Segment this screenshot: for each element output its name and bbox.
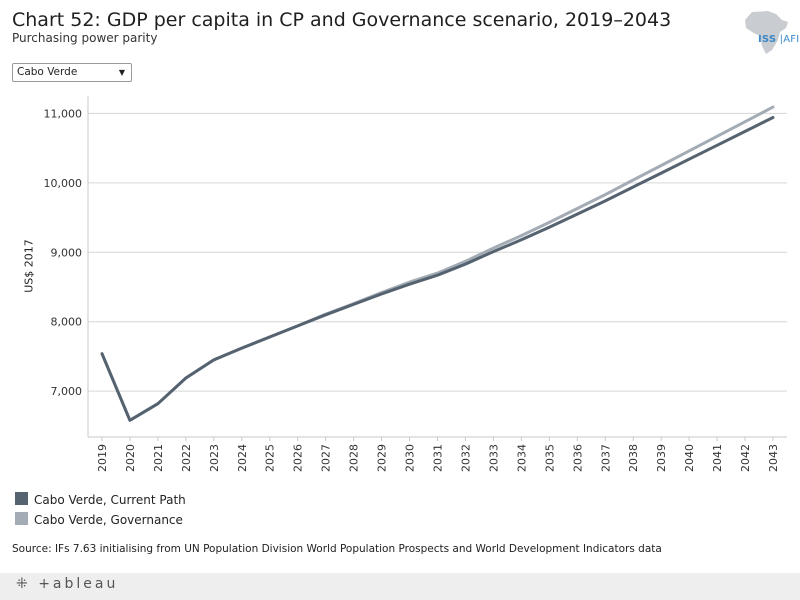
x-tick-label: 2026 xyxy=(292,444,305,472)
y-tick-label: 8,000 xyxy=(51,316,83,329)
y-tick-label: 10,000 xyxy=(44,177,83,190)
x-tick-label: 2036 xyxy=(571,444,584,472)
legend-swatch-governance xyxy=(15,512,28,525)
x-tick-label: 2029 xyxy=(376,444,389,472)
y-tick-label: 11,000 xyxy=(44,107,83,120)
series-line-current-path xyxy=(100,116,775,422)
x-tick-label: 2019 xyxy=(96,444,109,472)
x-tick-label: 2040 xyxy=(683,444,696,472)
legend-label-current-path: Cabo Verde, Current Path xyxy=(34,493,186,507)
source-note: Source: IFs 7.63 initialising from UN Po… xyxy=(12,543,662,555)
x-tick-label: 2034 xyxy=(515,444,528,472)
tableau-mark-icon: ⁜ xyxy=(16,576,31,592)
x-tick-label: 2035 xyxy=(543,444,556,472)
chart-title: Chart 52: GDP per capita in CP and Gover… xyxy=(12,9,672,31)
x-tick-label: 2023 xyxy=(208,444,221,472)
x-tick-label: 2028 xyxy=(348,444,361,472)
x-tick-label: 2025 xyxy=(264,444,277,472)
x-tick-label: 2030 xyxy=(404,444,417,472)
tableau-logo[interactable]: ⁜ +ableau xyxy=(16,576,119,592)
legend-swatch-current-path xyxy=(15,492,28,505)
legend-item-governance[interactable]: Cabo Verde, Governance xyxy=(15,510,186,530)
x-tick-label: 2043 xyxy=(767,444,780,472)
x-tick-label: 2027 xyxy=(320,444,333,472)
line-chart: 7,000 8,000 9,000 10,000 11,000 2019 2020 2021 2… xyxy=(44,96,787,472)
legend: Cabo Verde, Current Path Cabo Verde, Gov… xyxy=(15,490,186,530)
x-tick-label: 2021 xyxy=(152,444,165,472)
x-tick-label: 2042 xyxy=(739,444,752,472)
x-tick-label: 2039 xyxy=(655,444,668,472)
x-tick-label: 2020 xyxy=(124,444,137,472)
legend-item-current-path[interactable]: Cabo Verde, Current Path xyxy=(15,490,186,510)
chevron-down-icon: ▼ xyxy=(118,68,125,77)
x-tick-label: 2033 xyxy=(487,444,500,472)
country-filter-dropdown[interactable]: Cabo Verde ▼ xyxy=(12,63,132,82)
x-tick-label: 2037 xyxy=(599,444,612,472)
iss-afi-logo: ISS |AFI xyxy=(758,34,800,45)
africa-map-icon xyxy=(745,11,788,54)
chart-subtitle: Purchasing power parity xyxy=(12,31,158,45)
series-line-governance xyxy=(100,105,775,422)
x-tick-label: 2038 xyxy=(627,444,640,472)
x-tick-label: 2032 xyxy=(459,444,472,472)
x-tick-label: 2031 xyxy=(432,444,445,472)
y-tick-label: 9,000 xyxy=(51,246,83,259)
x-tick-label: 2041 xyxy=(711,444,724,472)
x-tick-label: 2024 xyxy=(236,444,249,472)
tableau-footer: ⁜ +ableau xyxy=(0,573,800,600)
country-filter-value: Cabo Verde xyxy=(17,66,78,78)
legend-label-governance: Cabo Verde, Governance xyxy=(34,513,183,527)
x-tick-label: 2022 xyxy=(180,444,193,472)
y-tick-label: 7,000 xyxy=(51,385,83,398)
